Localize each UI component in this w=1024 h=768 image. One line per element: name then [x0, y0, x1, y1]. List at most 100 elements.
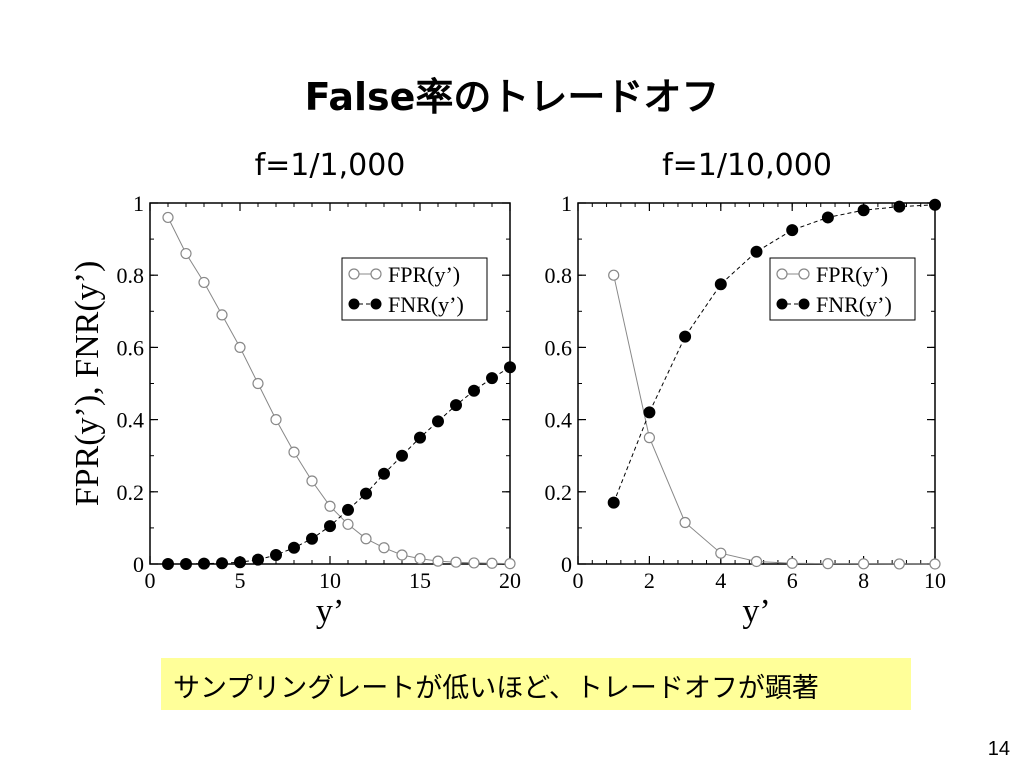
- chart1-point-fnr: [306, 532, 318, 545]
- chart1-y-tick-label: 0: [133, 552, 144, 577]
- chart1-point-fnr: [504, 361, 516, 374]
- chart1-point-fnr: [216, 557, 228, 570]
- chart1-point-fpr: [198, 276, 210, 289]
- chart1-legend-marker-fnr: [348, 298, 360, 310]
- chart1-point-fpr: [270, 414, 282, 426]
- chart1-point-fpr: [180, 247, 192, 260]
- chart1-point-fpr: [324, 500, 336, 512]
- chart1-x-tick-label: 15: [409, 568, 431, 593]
- chart1-point-fnr: [288, 541, 300, 554]
- chart2-y-tick-label: 0.4: [545, 408, 573, 433]
- chart2-y-tick-label: 0.6: [545, 335, 573, 360]
- chart1-point-fnr: [234, 556, 246, 569]
- chart2-point-fnr: [821, 211, 834, 224]
- chart1-point-fnr: [378, 467, 390, 480]
- chart1-point-fnr: [414, 431, 426, 444]
- chart1-point-fnr: [360, 487, 372, 500]
- chart1-point-fpr: [342, 518, 354, 530]
- chart1-point-fpr: [450, 556, 462, 568]
- chart-title-left: f=1/1,000: [254, 148, 406, 183]
- chart2-series-line-fnr: [613, 204, 936, 503]
- chart1-legend-box: [341, 257, 488, 321]
- chart1-legend-marker-fpr: [348, 268, 360, 280]
- chart2-point-fnr: [857, 204, 870, 217]
- chart1-point-fnr: [324, 520, 336, 533]
- chart2-point-fnr: [929, 198, 941, 211]
- chart2-y-tick-label: 1: [561, 191, 572, 216]
- chart2-point-fnr: [679, 330, 692, 343]
- chart2-legend-marker-fpr: [798, 268, 810, 280]
- chart1-point-fpr: [216, 309, 228, 321]
- chart1-legend-marker-fnr: [370, 298, 382, 310]
- chart1-y-tick-label: 0.4: [117, 408, 145, 433]
- chart2-x-tick-label: 8: [858, 568, 869, 593]
- chart2-x-tick-label: 10: [924, 568, 946, 593]
- chart1-y-tick-label: 0.6: [117, 335, 145, 360]
- chart1-x-tick-label: 5: [235, 568, 246, 593]
- chart1-point-fnr: [342, 503, 354, 516]
- chart2-point-fpr: [608, 269, 620, 281]
- chart1-point-fpr: [360, 533, 372, 545]
- chart1-point-fpr: [162, 211, 174, 224]
- summary-callout: サンプリングレートが低いほど、トレードオフが顕著: [161, 658, 911, 710]
- chart2-point-fnr: [643, 406, 656, 419]
- chart2-point-fnr: [607, 496, 620, 509]
- chart1-x-axis-label: y’: [316, 593, 344, 630]
- chart2-point-fpr: [893, 558, 905, 570]
- chart2-point-fnr: [893, 200, 906, 213]
- chart2-x-tick-label: 0: [573, 568, 584, 593]
- chart2-point-fnr: [786, 224, 799, 237]
- chart2-y-tick-label: 0: [561, 552, 572, 577]
- chart-title-right: f=1/10,000: [662, 148, 832, 183]
- chart2-point-fpr: [643, 432, 656, 444]
- chart2-legend-marker-fnr: [776, 298, 788, 310]
- chart2-point-fpr: [786, 557, 798, 569]
- chart1-x-tick-label: 20: [499, 568, 521, 593]
- chart2-legend-label: FNR(y’): [816, 292, 892, 317]
- chart2-point-fnr: [714, 278, 727, 291]
- chart1-legend-marker-fpr: [370, 268, 382, 280]
- chart2-y-tick-label: 0.2: [545, 480, 573, 505]
- chart1-point-fpr: [252, 377, 264, 390]
- chart1-y-tick-label: 0.8: [117, 263, 145, 288]
- chart2-legend-box: [769, 257, 916, 321]
- chart2-point-fpr: [857, 558, 870, 570]
- chart2-x-tick-label: 2: [644, 568, 655, 593]
- chart1-y-tick-label: 1: [133, 191, 144, 216]
- chart1-point-fnr: [198, 557, 210, 570]
- chart1-point-fpr: [504, 558, 516, 570]
- page-number: 14: [987, 738, 1010, 760]
- chart1-point-fpr: [378, 542, 390, 554]
- chart1-point-fpr: [486, 557, 498, 569]
- chart1-point-fnr: [270, 548, 282, 561]
- chart1-point-fnr: [396, 449, 408, 462]
- chart1-point-fnr: [432, 415, 444, 428]
- chart1-point-fpr: [288, 446, 300, 458]
- chart2-x-tick-label: 6: [787, 568, 798, 593]
- chart2-point-fpr: [750, 555, 763, 568]
- chart1-series-line-fnr: [168, 366, 511, 565]
- chart1-point-fpr: [468, 557, 480, 569]
- chart2-legend-marker-fnr: [798, 298, 810, 310]
- chart1-point-fpr: [432, 555, 444, 567]
- chart2-x-axis-label: y’: [742, 593, 770, 630]
- chart1-point-fpr: [234, 341, 246, 353]
- chart1-point-fnr: [468, 384, 480, 397]
- chart2-point-fpr: [715, 547, 727, 559]
- chart2-point-fpr: [679, 516, 691, 529]
- chart2-series-line-fpr: [613, 275, 936, 565]
- chart2-point-fpr: [929, 558, 941, 570]
- chart2-point-fpr: [822, 558, 834, 570]
- chart1-legend-label: FNR(y’): [388, 292, 464, 317]
- chart1-y-tick-label: 0.2: [117, 480, 145, 505]
- chart1-point-fpr: [396, 549, 408, 561]
- chart2-y-tick-label: 0.8: [545, 263, 573, 288]
- chart1-x-tick-label: 0: [145, 568, 156, 593]
- chart1-point-fpr: [414, 552, 426, 565]
- chart1-point-fnr: [252, 553, 264, 566]
- chart1-point-fnr: [486, 372, 498, 385]
- chart1-point-fnr: [162, 558, 174, 570]
- chart1-legend-label: FPR(y’): [388, 262, 460, 287]
- chart2-point-fnr: [750, 245, 763, 258]
